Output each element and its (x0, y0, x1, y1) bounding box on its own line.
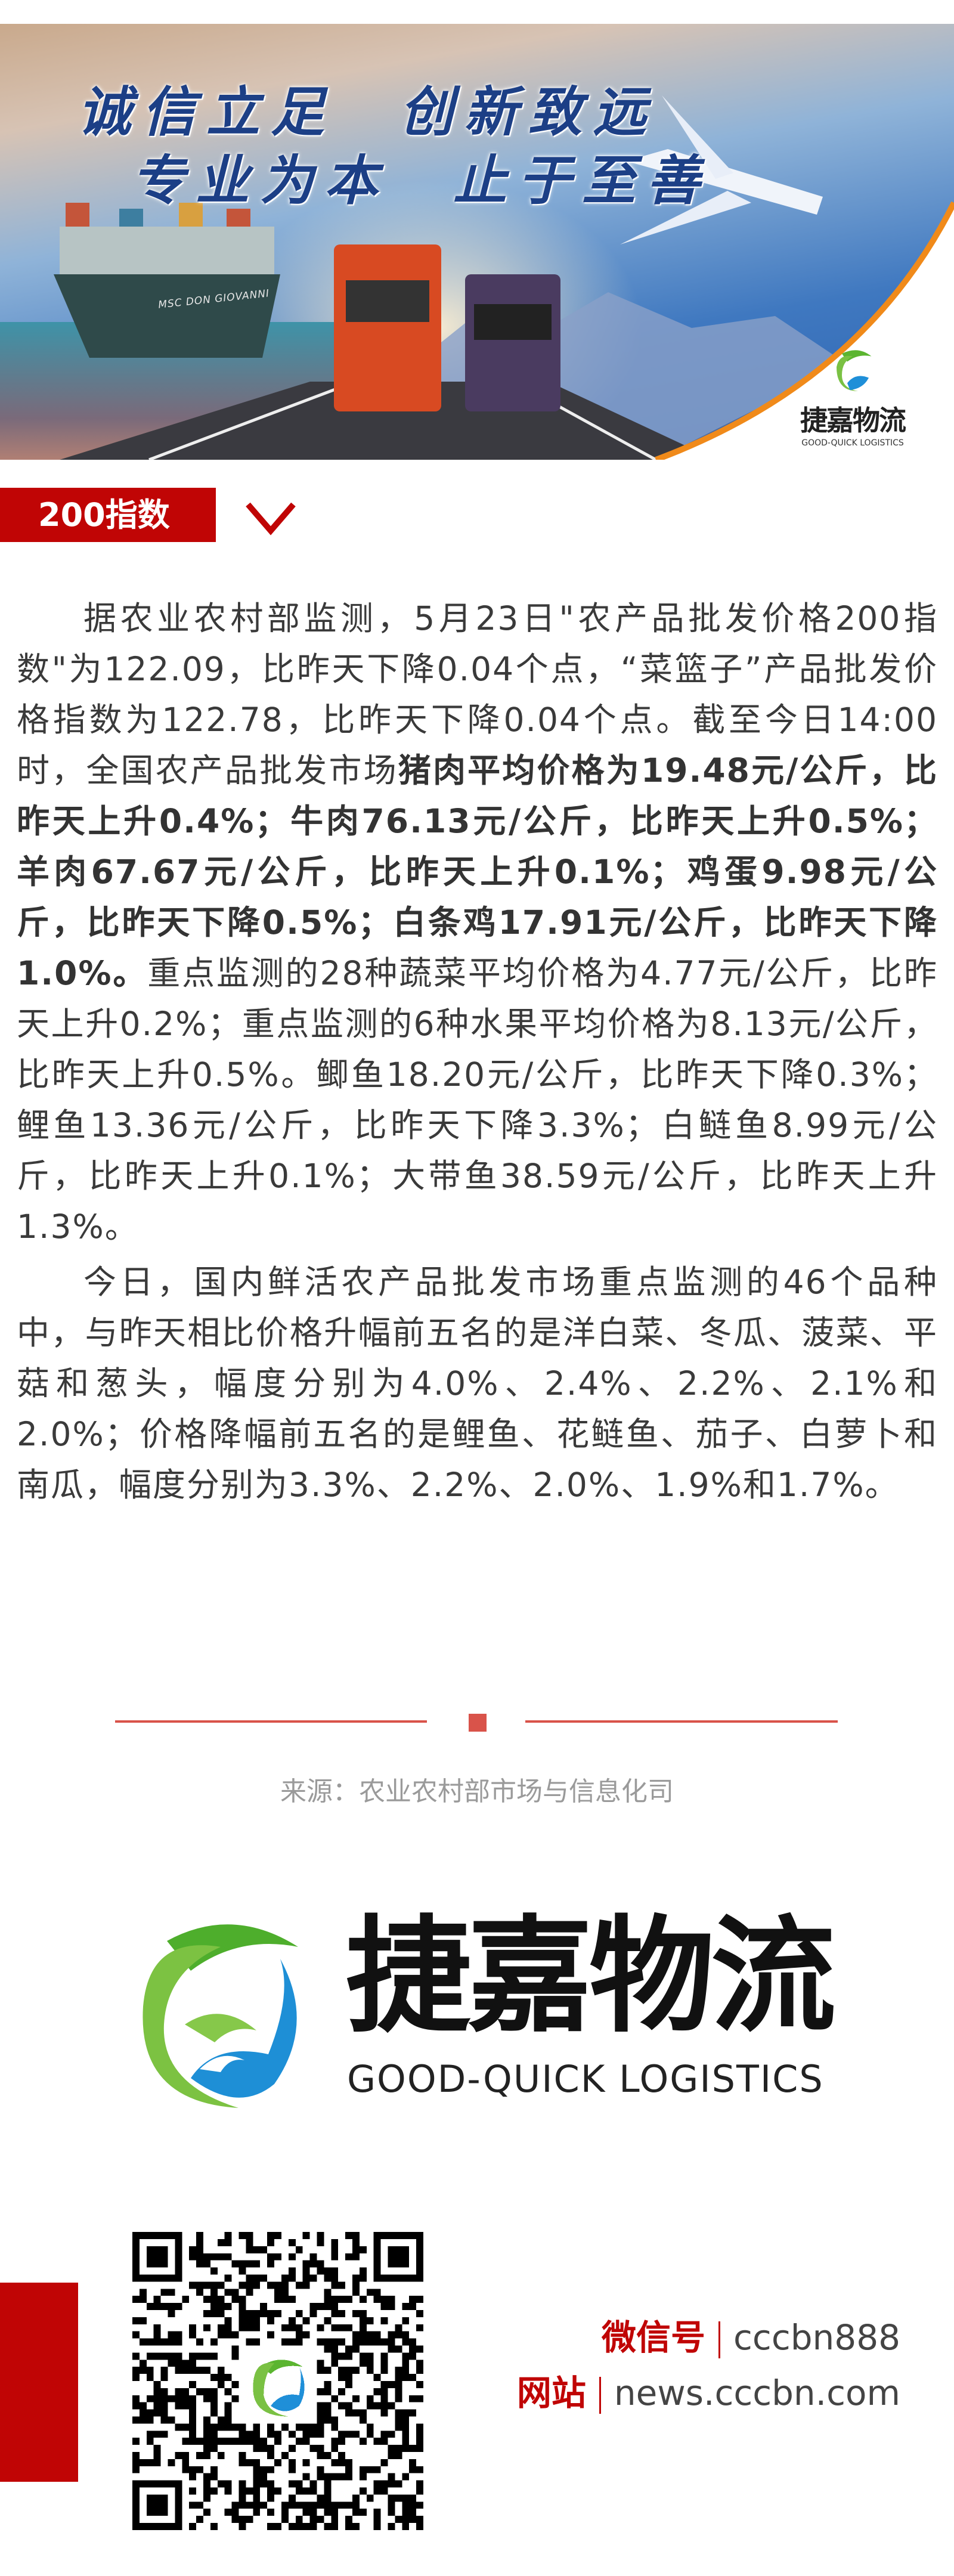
divider-square (469, 1714, 487, 1732)
paragraph-text-bold-meat-prices: 猪肉平均价格为19.48元/公斤，比昨天上升0.4%；牛肉76.13元/公斤，比… (17, 751, 938, 992)
section-title-200-index: 200指数 (0, 488, 216, 542)
chevron-down-icon[interactable] (244, 501, 297, 535)
separator (718, 2321, 721, 2358)
wechat-qr-code (132, 2232, 423, 2530)
divider-right (525, 1720, 838, 1723)
company-emblem-icon (143, 1924, 298, 2108)
banner-logo-cn: 捷嘉物流 (800, 404, 906, 436)
wechat-id: cccbn888 (733, 2317, 900, 2358)
article-source: 来源：农业农村部市场与信息化司 (280, 1776, 674, 1807)
banner-slogan-line1: 诚信立足 创新致远 (78, 80, 657, 144)
company-emblem-icon (837, 350, 872, 391)
website-contact: 网站 news.cccbn.com (517, 2372, 900, 2414)
banner-logo: 捷嘉物流 GOOD-QUICK LOGISTICS (787, 343, 918, 448)
article-paragraph-1: 据农业农村部监测，5月23日"农产品批发价格200指数"为122.09，比昨天下… (17, 593, 938, 1252)
qr-center-logo-icon (253, 2360, 305, 2417)
article-paragraph-2: 今日，国内鲜活农产品批发市场重点监测的46个品种中，与昨天相比价格升幅前五名的是… (17, 1263, 938, 1504)
wechat-label: 微信号 (602, 2317, 706, 2358)
header-banner: MSC DON GIOVANNI 诚信立足 创新致远 专业为本 止于至善 捷嘉物… (0, 24, 954, 460)
footer-red-bar (0, 2283, 78, 2482)
footer-logo-en: GOOD-QUICK LOGISTICS (347, 2057, 824, 2101)
banner-slogan-line2: 专业为本 止于至善 (131, 149, 711, 212)
divider-left (115, 1720, 427, 1723)
wechat-contact: 微信号 cccbn888 (602, 2317, 900, 2358)
banner-ship-trucks-plane (54, 95, 954, 460)
footer-logo-cn: 捷嘉物流 (346, 1903, 836, 2049)
website-link[interactable]: news.cccbn.com (614, 2373, 900, 2413)
paragraph-text: 重点监测的28种蔬菜平均价格为4.77元/公斤，比昨天上升0.2%；重点监测的6… (17, 954, 938, 1246)
article-body: 据农业农村部监测，5月23日"农产品批发价格200指数"为122.09，比昨天下… (17, 593, 938, 1510)
separator (599, 2376, 601, 2414)
paragraph-text: 据农业农村部监测，5月23日"农产品批发价格200指数"为122.09，比昨天下… (17, 599, 938, 789)
banner-logo-en: GOOD-QUICK LOGISTICS (801, 438, 904, 448)
website-label: 网站 (516, 2373, 586, 2413)
